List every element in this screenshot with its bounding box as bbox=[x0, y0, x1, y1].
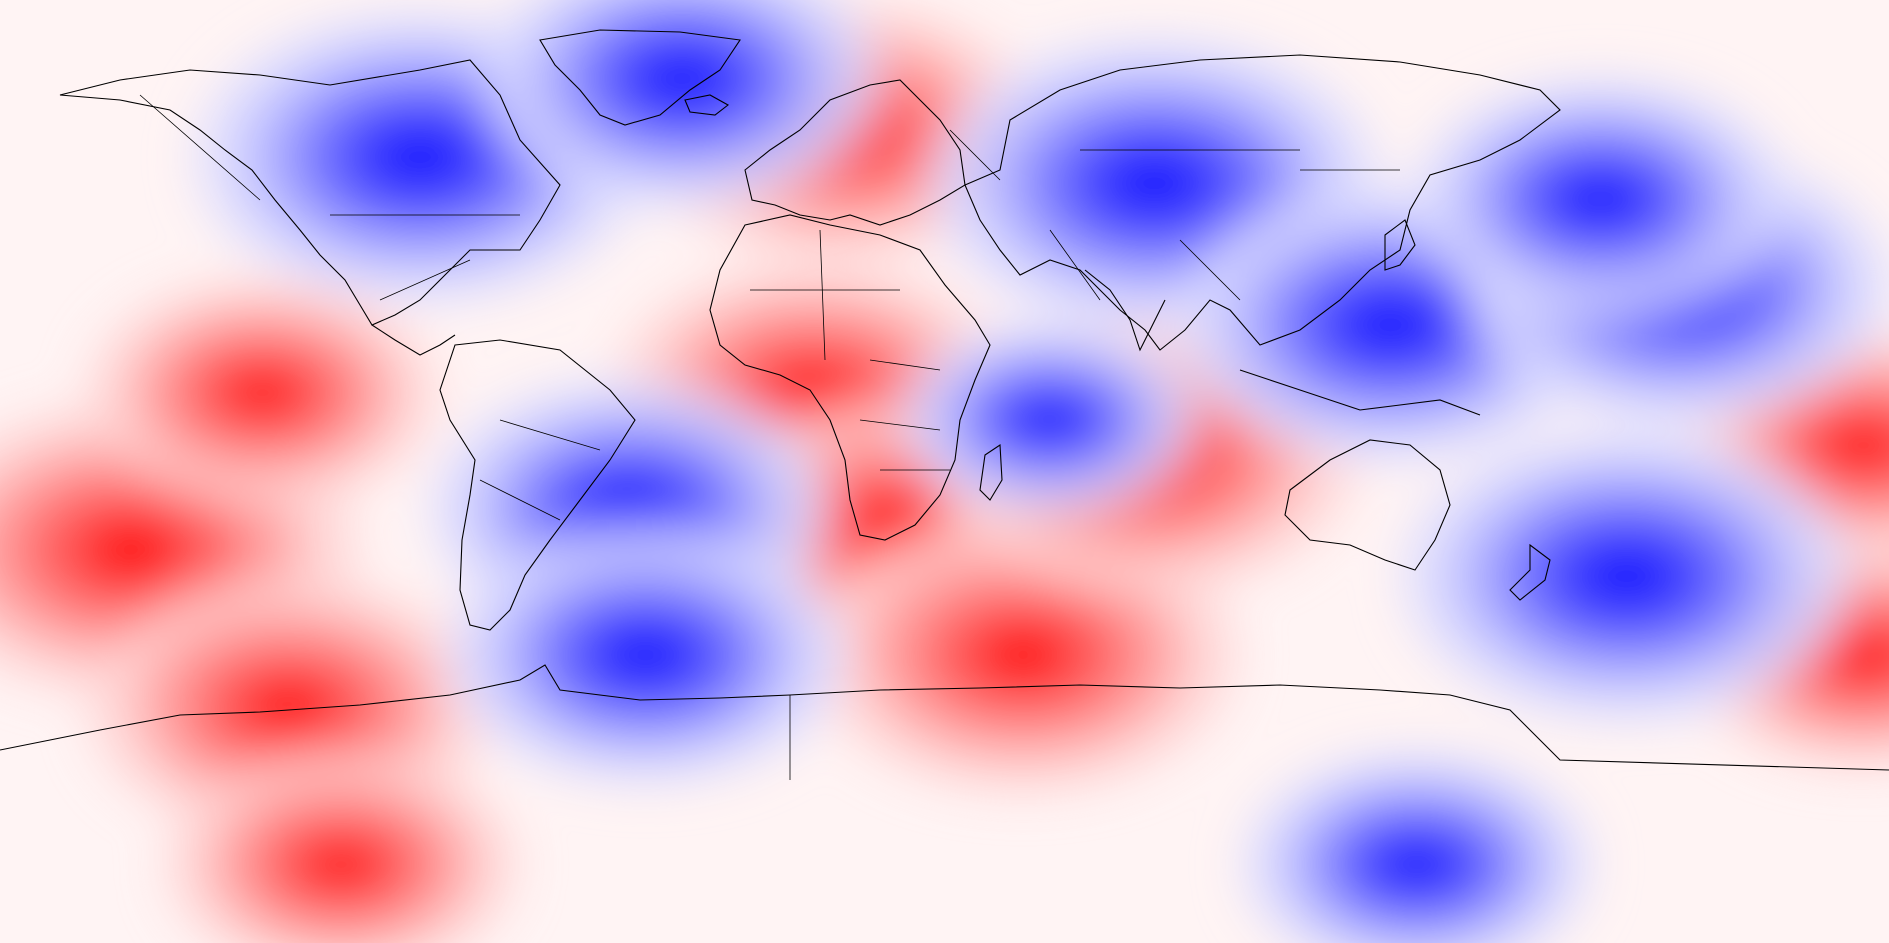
coastline-greenland bbox=[539, 29, 741, 126]
anomaly-negative-12-band-4 bbox=[642, 53, 722, 105]
coastline-iceland bbox=[684, 94, 729, 116]
anomaly-positive-9-band-3 bbox=[1819, 417, 1889, 474]
anomaly-negative-20-band-4 bbox=[1382, 842, 1452, 887]
anomaly-negative-13-band-4 bbox=[1109, 154, 1200, 213]
anomaly-positive-10-band-3 bbox=[1819, 626, 1889, 683]
country-borders bbox=[139, 94, 1400, 521]
coastline-maritime-asia bbox=[1239, 369, 1481, 416]
anomaly-positive-1-band-3 bbox=[238, 675, 339, 740]
coastline-asia bbox=[964, 54, 1561, 351]
anomaly-negative-11-band-4 bbox=[374, 128, 465, 186]
coastlines bbox=[0, 29, 1889, 780]
anomaly-positive-3-band-3 bbox=[297, 836, 385, 893]
coastline-antarctica-west bbox=[0, 729, 101, 751]
coastline-madagascar bbox=[979, 444, 1003, 501]
anomaly-positive-5-band-3 bbox=[763, 360, 864, 425]
coastline-central-america bbox=[371, 324, 456, 356]
coastline-japan bbox=[1384, 219, 1416, 271]
coastline-new-zealand bbox=[1509, 543, 1551, 601]
coastline-north-america bbox=[59, 59, 561, 326]
anomaly-negative-14-band-4 bbox=[1348, 297, 1433, 352]
anomaly-positive-7-band-3 bbox=[970, 620, 1077, 689]
anomaly-negative-19-band-4 bbox=[605, 629, 686, 681]
anomaly-negative-18-band-4 bbox=[589, 482, 670, 534]
anomaly-positive-2-band-3 bbox=[218, 365, 306, 421]
coastline-africa bbox=[709, 214, 991, 541]
anomaly-negative-17-band-4 bbox=[1581, 547, 1672, 606]
anomaly-positive-0-band-3 bbox=[75, 514, 188, 587]
anomaly-negative-16-band-4 bbox=[1563, 175, 1638, 224]
anomaly-negative-21-band-4 bbox=[1019, 400, 1080, 439]
coastline-india bbox=[1084, 269, 1166, 352]
coastline-antarctica bbox=[99, 664, 1889, 771]
coastline-australia bbox=[1284, 439, 1451, 571]
coastline-south-america bbox=[439, 339, 636, 631]
